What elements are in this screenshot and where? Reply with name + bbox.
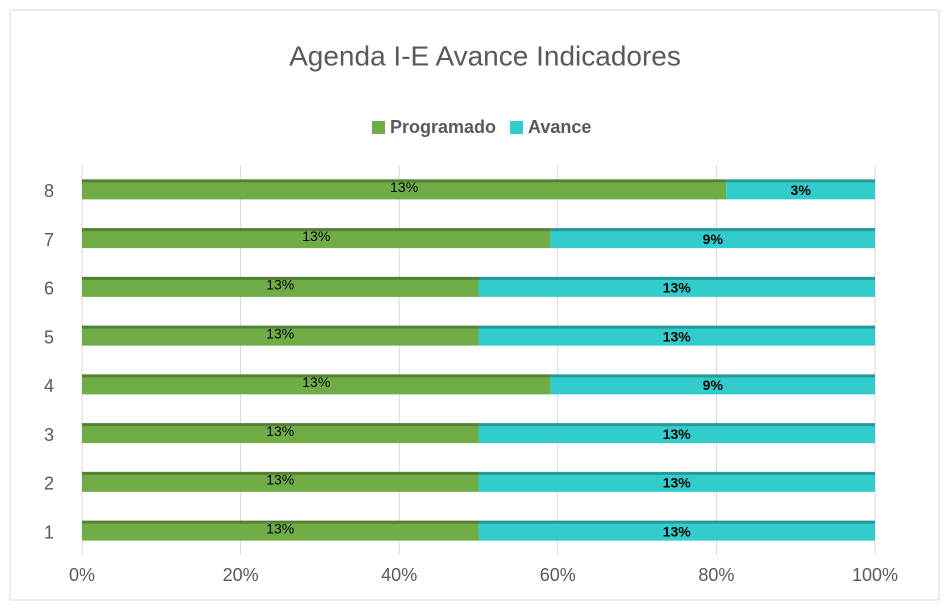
y-tick-label: 7 — [44, 230, 54, 250]
data-label: 13% — [663, 475, 692, 491]
legend-label: Programado — [390, 117, 496, 137]
data-label: 13% — [302, 374, 330, 390]
y-tick-label: 3 — [44, 425, 54, 445]
y-tick-label: 2 — [44, 474, 54, 494]
bar-segment — [82, 374, 551, 395]
bar-segment — [478, 520, 875, 541]
y-tick-label: 8 — [44, 181, 54, 201]
chart-title: Agenda I-E Avance Indicadores — [289, 40, 681, 71]
bar-segment — [550, 374, 875, 395]
bar-segment — [82, 228, 551, 249]
y-tick-label: 6 — [44, 279, 54, 299]
bar-top-edge — [726, 179, 875, 183]
bar-segment — [478, 325, 875, 346]
bar-top-edge — [82, 520, 479, 524]
bar-top-edge — [550, 374, 875, 378]
legend-swatch — [510, 121, 524, 134]
bar-segment — [82, 520, 479, 541]
data-label: 13% — [663, 328, 692, 344]
bar-segment — [82, 471, 479, 492]
bar-top-edge — [478, 520, 875, 524]
data-label: 13% — [390, 179, 418, 195]
bar-top-edge — [82, 228, 551, 232]
bar-segment — [82, 179, 727, 200]
y-tick-label: 4 — [44, 376, 54, 396]
chart-border — [9, 9, 940, 601]
bar-top-edge — [478, 423, 875, 427]
bar-segment — [82, 276, 479, 297]
data-label: 13% — [266, 277, 294, 293]
legend-swatch — [372, 121, 385, 134]
x-tick-label: 20% — [223, 565, 259, 585]
bar-top-edge — [82, 276, 479, 280]
bar-top-edge — [82, 471, 479, 475]
x-tick-label: 100% — [852, 565, 898, 585]
bar-top-edge — [478, 276, 875, 280]
bar-top-edge — [82, 423, 479, 427]
bar-segment — [478, 423, 875, 444]
bar-segment — [726, 179, 875, 200]
data-label: 13% — [663, 426, 692, 442]
data-label: 13% — [266, 472, 294, 488]
bar-segment — [82, 325, 479, 346]
bar-top-edge — [82, 325, 479, 329]
bar-top-edge — [478, 471, 875, 475]
bar-top-edge — [478, 325, 875, 329]
data-label: 13% — [266, 325, 294, 341]
bar-segment — [82, 423, 479, 444]
bar-top-edge — [82, 179, 727, 183]
y-tick-label: 1 — [44, 522, 54, 542]
x-tick-label: 60% — [540, 565, 576, 585]
legend-label: Avance — [528, 117, 591, 137]
x-tick-label: 80% — [698, 565, 734, 585]
data-label: 13% — [266, 423, 294, 439]
data-label: 3% — [791, 182, 812, 198]
bar-segment — [478, 276, 875, 297]
bar-segment — [478, 471, 875, 492]
bar-top-edge — [82, 374, 551, 378]
bar-segment — [550, 228, 875, 249]
x-tick-label: 40% — [381, 565, 417, 585]
y-tick-label: 5 — [44, 327, 54, 347]
bar-top-edge — [550, 228, 875, 232]
data-label: 13% — [663, 280, 692, 296]
data-label: 13% — [266, 520, 294, 536]
data-label: 13% — [663, 523, 692, 539]
x-tick-label: 0% — [69, 565, 95, 585]
data-label: 13% — [302, 228, 330, 244]
data-label: 9% — [703, 377, 724, 393]
data-label: 9% — [703, 231, 724, 247]
